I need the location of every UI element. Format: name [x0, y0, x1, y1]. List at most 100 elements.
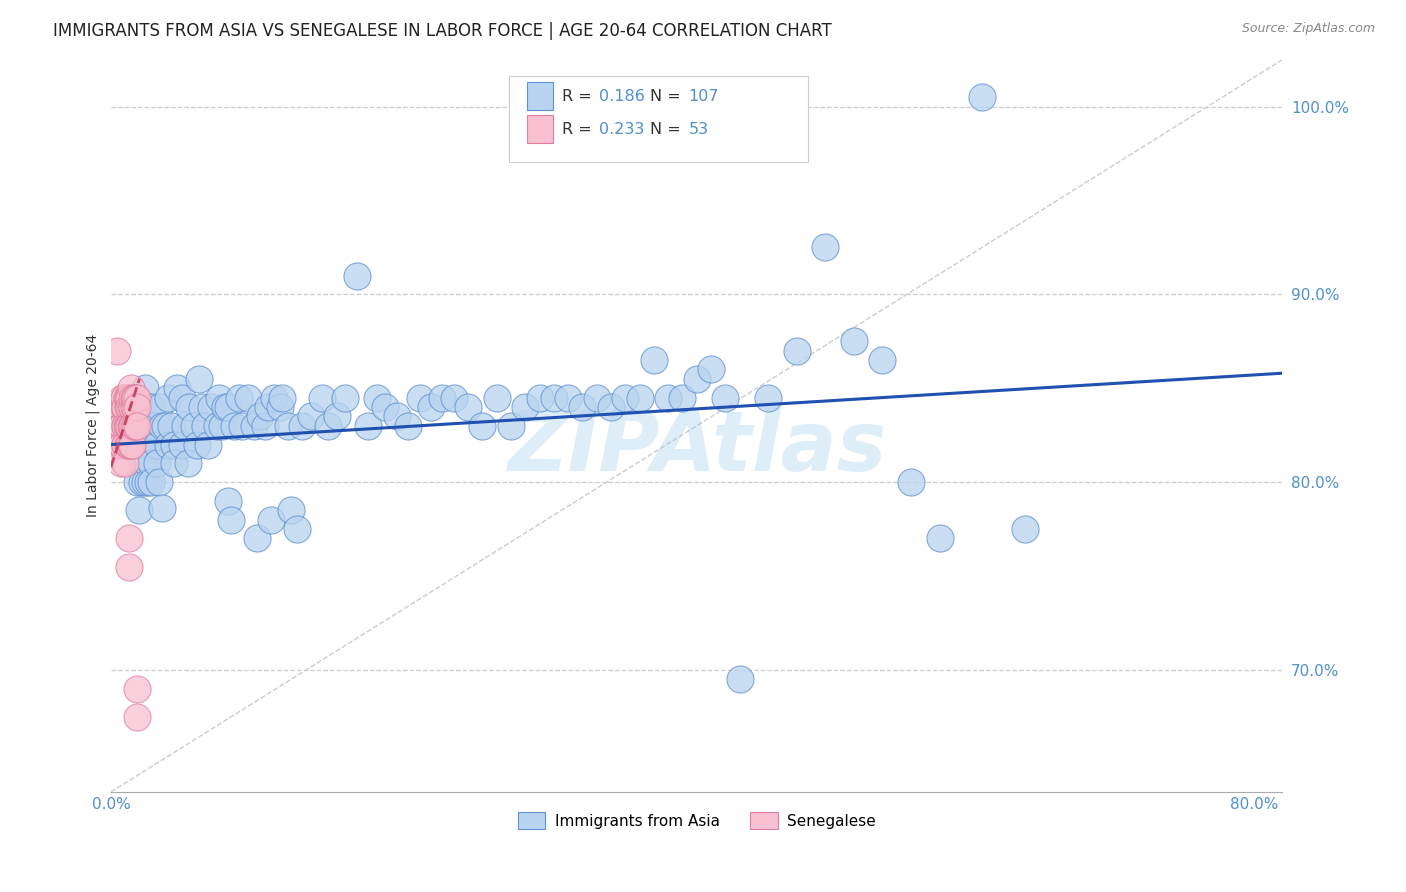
Point [148, 475, 170, 489]
Point [1014, 522, 1036, 536]
Point [108, 400, 131, 414]
Point [366, 391, 388, 405]
Point [121, 391, 143, 405]
Point [657, 391, 679, 405]
Point [217, 400, 239, 414]
Text: 0.233: 0.233 [599, 121, 645, 136]
Point [671, 391, 693, 405]
Point [128, 400, 150, 414]
Point [814, 240, 837, 254]
Point [316, 418, 339, 433]
Point [408, 391, 430, 405]
Point [197, 437, 219, 451]
Point [263, 391, 285, 405]
Point [557, 391, 579, 405]
Point [136, 475, 159, 489]
Point [112, 391, 135, 405]
Point [150, 501, 173, 516]
Point [145, 456, 167, 470]
Point [186, 437, 208, 451]
Point [139, 418, 162, 433]
Point [157, 391, 180, 405]
Point [118, 532, 141, 546]
Point [122, 391, 145, 405]
Point [153, 418, 176, 433]
Point [174, 418, 197, 433]
Text: Source: ZipAtlas.com: Source: ZipAtlas.com [1241, 22, 1375, 36]
Point [107, 418, 129, 433]
Point [124, 418, 146, 433]
Point [728, 673, 751, 687]
Point [686, 372, 709, 386]
Point [499, 418, 522, 433]
Point [325, 409, 347, 424]
Point [115, 418, 138, 433]
Point [357, 418, 380, 433]
Point [122, 418, 145, 433]
Point [111, 391, 134, 405]
Point [177, 456, 200, 470]
Point [208, 391, 231, 405]
Point [114, 437, 136, 451]
Point [972, 90, 994, 104]
Point [291, 418, 314, 433]
Point [643, 353, 665, 368]
Point [150, 418, 173, 433]
Point [269, 400, 291, 414]
Point [374, 400, 396, 414]
Point [714, 391, 737, 405]
Point [515, 400, 537, 414]
Point [120, 400, 142, 414]
Point [254, 418, 277, 433]
Point [114, 456, 136, 470]
Point [219, 513, 242, 527]
Point [125, 681, 148, 696]
Point [191, 400, 214, 414]
Point [756, 391, 779, 405]
Point [928, 532, 950, 546]
Text: ZIPAtlas: ZIPAtlas [508, 408, 886, 488]
Point [872, 353, 894, 368]
Point [145, 437, 167, 451]
Point [183, 418, 205, 433]
Point [121, 437, 143, 451]
Point [600, 400, 623, 414]
Point [222, 418, 245, 433]
Point [280, 503, 302, 517]
Point [900, 475, 922, 489]
Point [179, 400, 201, 414]
Text: 107: 107 [689, 88, 718, 103]
Text: 53: 53 [689, 121, 709, 136]
Point [125, 400, 148, 414]
Point [131, 456, 153, 470]
Point [700, 362, 723, 376]
Point [134, 381, 156, 395]
Point [135, 456, 157, 470]
Point [628, 391, 651, 405]
Point [396, 418, 419, 433]
Text: R =: R = [562, 88, 596, 103]
Point [246, 532, 269, 546]
Point [205, 418, 228, 433]
Point [346, 268, 368, 283]
Point [125, 475, 148, 489]
Point [117, 400, 139, 414]
Point [114, 400, 136, 414]
Point [131, 437, 153, 451]
Point [110, 456, 132, 470]
Point [125, 391, 148, 405]
Point [115, 391, 138, 405]
Point [271, 391, 294, 405]
Point [135, 437, 157, 451]
Point [117, 437, 139, 451]
Point [131, 475, 153, 489]
Text: N =: N = [650, 121, 686, 136]
Point [139, 475, 162, 489]
Point [118, 400, 141, 414]
Point [163, 437, 186, 451]
Point [299, 409, 322, 424]
Point [571, 400, 593, 414]
Point [111, 418, 134, 433]
Point [485, 391, 508, 405]
Point [163, 456, 186, 470]
